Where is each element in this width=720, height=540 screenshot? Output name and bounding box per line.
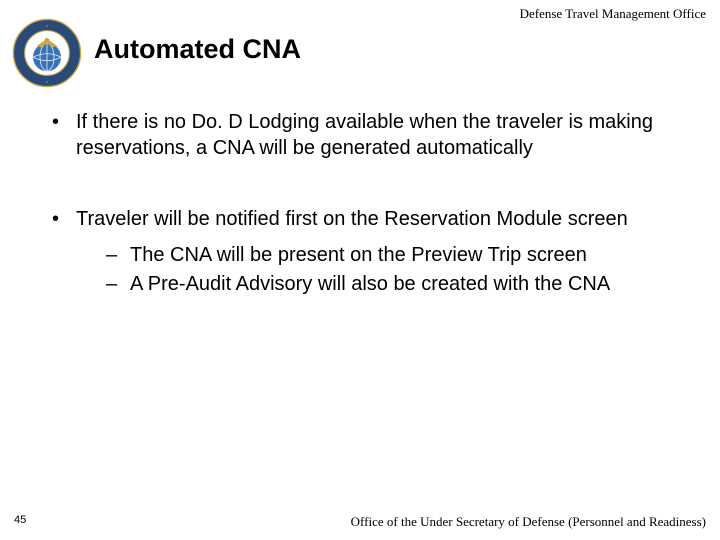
content-area: If there is no Do. D Lodging available w… — [46, 110, 690, 344]
slide: Defense Travel Management Office • • Aut… — [0, 0, 720, 540]
bullet-item: If there is no Do. D Lodging available w… — [46, 110, 690, 161]
bullet-text: Traveler will be notified first on the R… — [76, 208, 628, 230]
footer-office: Office of the Under Secretary of Defense… — [351, 514, 706, 530]
agency-seal-icon: • • — [12, 18, 82, 88]
header-org: Defense Travel Management Office — [520, 6, 706, 22]
page-number: 45 — [14, 514, 26, 526]
sub-bullet-item: The CNA will be present on the Preview T… — [106, 243, 690, 269]
sub-bullet-text: A Pre-Audit Advisory will also be create… — [130, 273, 610, 295]
sub-bullet-item: A Pre-Audit Advisory will also be create… — [106, 272, 690, 298]
slide-title: Automated CNA — [94, 34, 301, 65]
bullet-text: If there is no Do. D Lodging available w… — [76, 111, 653, 159]
sub-bullet-list: The CNA will be present on the Preview T… — [76, 243, 690, 298]
sub-bullet-text: The CNA will be present on the Preview T… — [130, 244, 587, 266]
bullet-item: Traveler will be notified first on the R… — [46, 207, 690, 298]
